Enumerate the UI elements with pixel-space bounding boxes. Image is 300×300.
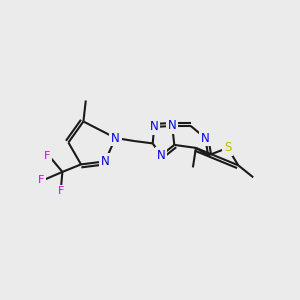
Text: N: N [168, 119, 177, 133]
Text: N: N [201, 131, 210, 145]
Text: N: N [111, 131, 120, 145]
Text: N: N [150, 120, 159, 134]
Text: N: N [100, 155, 109, 168]
Text: F: F [44, 151, 50, 161]
Text: F: F [58, 186, 64, 197]
Text: F: F [38, 175, 44, 185]
Text: N: N [157, 149, 166, 162]
Text: S: S [224, 141, 231, 154]
